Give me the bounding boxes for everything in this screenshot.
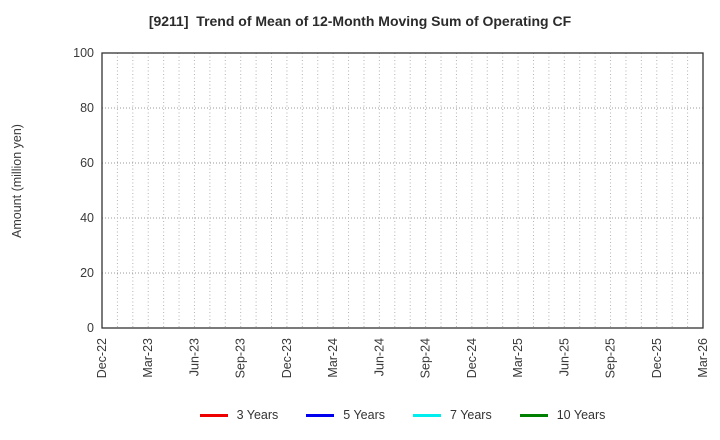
x-tick-label: Mar-26 [696,338,710,378]
legend-label-3-years: 3 Years [236,408,279,422]
y-tick-label: 100 [73,46,94,60]
legend-item-10-years: 10 Years [519,408,606,422]
x-tick-label: Mar-24 [326,338,340,378]
y-axis-label: Amount (million yen) [10,124,24,238]
legend-label-5-years: 5 Years [343,408,386,422]
legend-line-3-years [199,413,228,417]
y-tick-label: 0 [87,321,94,335]
legend-label-7-years: 7 Years [450,408,492,422]
legend-item-5-years: 5 Years [306,408,385,422]
x-tick-label: Jun-24 [372,338,386,376]
x-tick-label: Dec-23 [280,338,294,378]
chart-title: [9211] Trend of Mean of 12-Month Moving … [148,13,572,29]
legend-line-10-years [519,413,548,417]
y-tick-label: 80 [80,101,94,115]
y-tick-label: 60 [80,156,94,170]
x-tick-label: Jun-23 [187,338,201,376]
x-tick-label: Dec-25 [650,338,664,378]
x-tick-label: Sep-23 [234,338,248,378]
plot-frame [101,52,704,329]
legend: 3 Years 5 Years 7 Years 10 Years [102,405,703,425]
legend-label-10-years: 10 Years [556,408,606,422]
x-tick-label: Mar-23 [141,338,155,378]
y-tick-label: 20 [80,266,94,280]
legend-line-7-years [413,413,442,417]
x-tick-label: Sep-24 [419,338,433,378]
y-tick-label: 40 [80,211,94,225]
legend-line-5-years [306,413,335,417]
x-tick-label: Sep-25 [604,338,618,378]
x-tick-label: Jun-25 [557,338,571,376]
legend-item-7-years: 7 Years [413,408,492,422]
x-tick-label: Dec-24 [465,338,479,378]
x-tick-label: Mar-25 [511,338,525,378]
x-tick-label: Dec-22 [95,338,109,378]
legend-item-3-years: 3 Years [199,408,279,422]
